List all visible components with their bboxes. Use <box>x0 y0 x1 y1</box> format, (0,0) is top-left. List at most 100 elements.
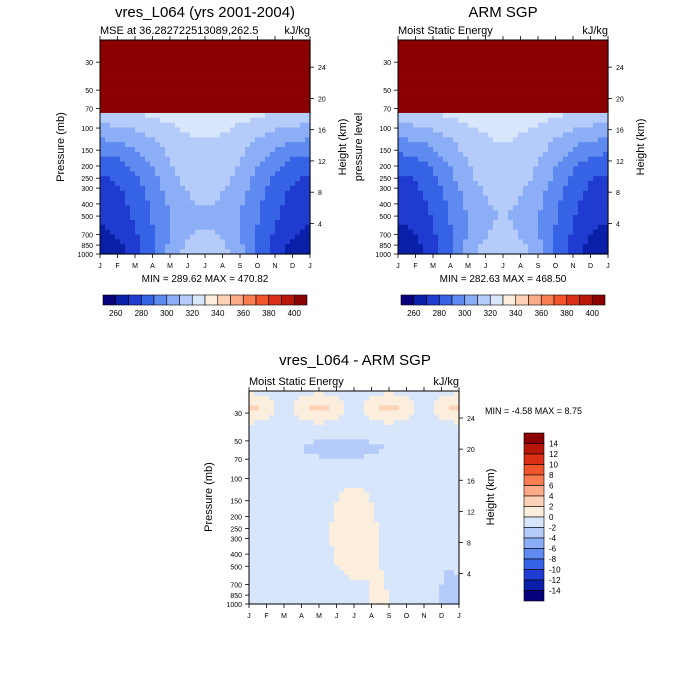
contour-cell <box>369 420 375 426</box>
contour-cell <box>349 415 355 421</box>
contour-cell <box>334 550 340 557</box>
contour-cell <box>284 391 290 397</box>
contour-cell <box>235 244 241 250</box>
contour-cell <box>295 83 301 90</box>
contour-cell <box>583 40 589 46</box>
contour-cell <box>180 156 186 163</box>
contour-cell <box>443 54 449 61</box>
contour-cell <box>299 589 305 595</box>
contour-cell <box>145 161 151 168</box>
contour-cell <box>279 420 285 426</box>
contour-cell <box>468 210 474 216</box>
contour-cell <box>255 249 261 255</box>
contour-cell <box>305 215 311 221</box>
contour-cell <box>300 69 306 75</box>
contour-cell <box>508 132 514 138</box>
contour-cell <box>349 599 355 605</box>
contour-cell <box>309 584 315 591</box>
contour-cell <box>259 516 265 523</box>
contour-cell <box>304 526 310 532</box>
contour-cell <box>215 185 221 192</box>
contour-cell <box>289 473 295 479</box>
contour-cell <box>488 132 494 138</box>
contour-cell <box>290 215 296 221</box>
contour-cell <box>468 137 474 143</box>
contour-cell <box>548 147 554 153</box>
contour-cell <box>145 195 151 202</box>
contour-cell <box>195 112 201 119</box>
contour-cell <box>448 137 454 143</box>
contour-cell <box>578 137 584 143</box>
contour-cell <box>364 420 370 426</box>
contour-cell <box>443 161 449 168</box>
contour-cell <box>110 122 116 129</box>
contour-cell <box>573 171 579 177</box>
contour-cell <box>245 239 251 245</box>
contour-cell <box>215 229 221 236</box>
contour-cell <box>290 74 296 80</box>
contour-cell <box>543 210 549 216</box>
contour-cell <box>309 570 315 576</box>
contour-cell <box>339 521 345 528</box>
contour-cell <box>160 137 166 143</box>
contour-cell <box>493 166 499 172</box>
contour-cell <box>170 219 176 226</box>
contour-cell <box>563 185 569 192</box>
contour-cell <box>250 112 256 119</box>
contour-cell <box>210 176 216 182</box>
contour-cell <box>319 536 325 542</box>
contour-cell <box>483 142 489 148</box>
contour-cell <box>140 244 146 250</box>
contour-cell <box>304 531 310 537</box>
contour-cell <box>225 93 231 99</box>
contour-cell <box>145 190 151 197</box>
contour-cell <box>220 171 226 177</box>
contour-cell <box>175 156 181 163</box>
contour-cell <box>254 410 260 416</box>
contour-cell <box>294 507 300 513</box>
contour-cell <box>448 112 454 119</box>
contour-cell <box>573 181 579 187</box>
contour-cell <box>473 122 479 129</box>
contour-cell <box>488 64 494 70</box>
contour-cell <box>215 78 221 85</box>
contour-cell <box>230 176 236 182</box>
contour-cell <box>334 570 340 576</box>
contour-cell <box>503 44 509 51</box>
contour-cell <box>453 40 459 46</box>
contour-cell <box>398 176 404 182</box>
contour-cell <box>165 74 171 80</box>
contour-cell <box>468 219 474 226</box>
contour-cell <box>413 200 419 206</box>
contour-cell <box>225 88 231 95</box>
contour-cell <box>324 526 330 532</box>
contour-cell <box>448 210 454 216</box>
contour-cell <box>563 171 569 177</box>
contour-cell <box>225 205 231 211</box>
contour-cell <box>553 205 559 211</box>
contour-cell <box>275 244 281 250</box>
contour-cell <box>304 541 310 547</box>
contour-cell <box>498 54 504 61</box>
contour-cell <box>279 594 285 600</box>
contour-cell <box>354 565 360 571</box>
contour-cell <box>578 229 584 236</box>
contour-cell <box>300 132 306 138</box>
panel-arm-title: ARM SGP <box>468 4 537 21</box>
contour-cell <box>339 453 345 460</box>
contour-cell <box>205 190 211 197</box>
contour-cell <box>578 151 584 158</box>
contour-cell <box>240 239 246 245</box>
contour-cell <box>344 458 350 465</box>
contour-cell <box>155 64 161 70</box>
contour-cell <box>170 74 176 80</box>
contour-cell <box>175 219 181 226</box>
contour-cell <box>533 244 539 250</box>
contour-cell <box>548 137 554 143</box>
contour-cell <box>359 473 365 479</box>
contour-cell <box>359 400 365 407</box>
contour-cell <box>140 132 146 138</box>
contour-cell <box>339 458 345 465</box>
contour-cell <box>558 112 564 119</box>
contour-cell <box>538 171 544 177</box>
